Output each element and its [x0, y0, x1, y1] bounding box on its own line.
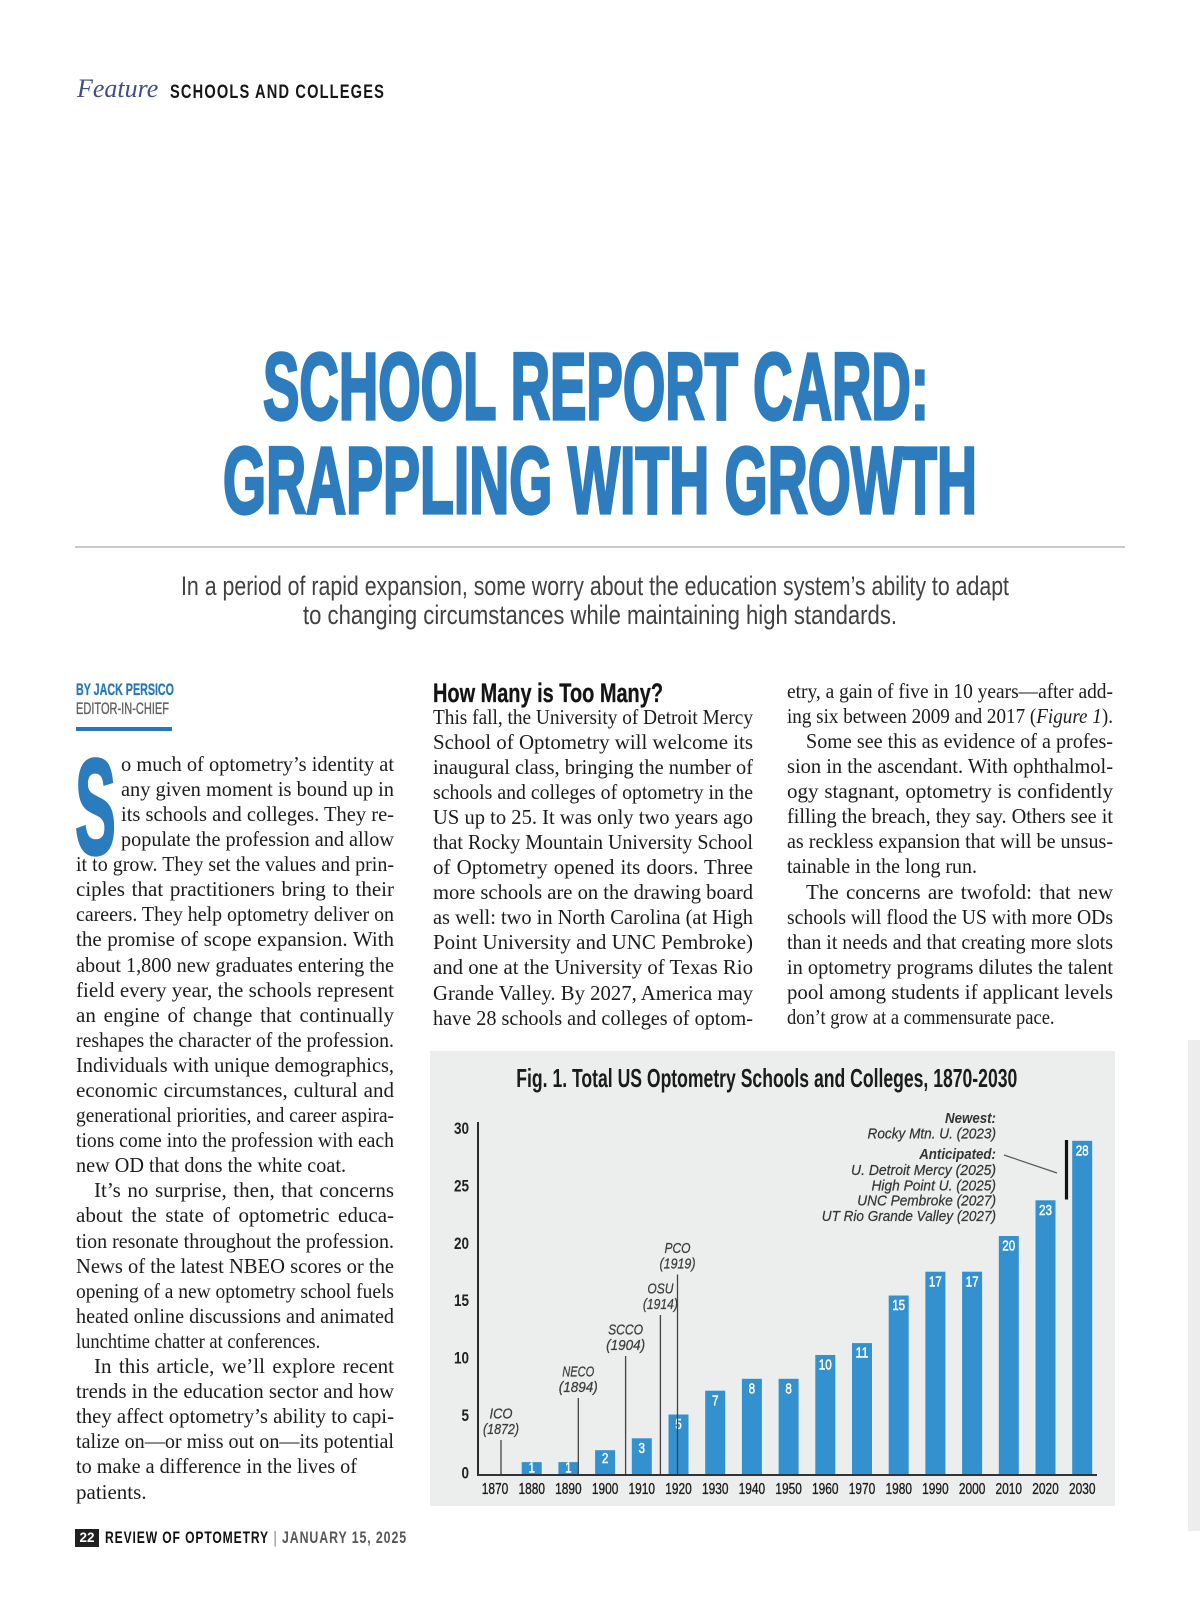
svg-text:28: 28: [1076, 1143, 1089, 1159]
svg-text:15: 15: [454, 1292, 469, 1310]
svg-text:UT Rio Grande Valley (2027): UT Rio Grande Valley (2027): [822, 1208, 996, 1225]
svg-text:1940: 1940: [739, 1481, 766, 1498]
svg-text:1970: 1970: [849, 1481, 876, 1498]
svg-text:1900: 1900: [592, 1481, 619, 1498]
svg-text:8: 8: [749, 1381, 756, 1397]
svg-text:1910: 1910: [629, 1481, 656, 1498]
svg-text:0: 0: [462, 1464, 470, 1482]
svg-text:3: 3: [639, 1441, 646, 1457]
svg-text:2000: 2000: [959, 1481, 986, 1498]
svg-text:20: 20: [454, 1235, 469, 1253]
svg-text:1990: 1990: [922, 1481, 949, 1498]
svg-text:17: 17: [966, 1274, 979, 1290]
svg-text:1890: 1890: [555, 1481, 582, 1498]
svg-text:7: 7: [712, 1393, 719, 1409]
svg-text:23: 23: [1039, 1203, 1052, 1219]
svg-text:1870: 1870: [482, 1481, 509, 1498]
svg-text:(1914): (1914): [643, 1296, 678, 1313]
svg-text:ICO: ICO: [490, 1406, 513, 1423]
svg-text:20: 20: [1002, 1239, 1015, 1255]
svg-text:5: 5: [675, 1417, 682, 1433]
svg-text:2020: 2020: [1032, 1481, 1059, 1498]
svg-text:15: 15: [892, 1298, 905, 1314]
svg-text:1930: 1930: [702, 1481, 729, 1498]
svg-text:2030: 2030: [1069, 1481, 1096, 1498]
svg-text:2: 2: [602, 1451, 609, 1467]
svg-text:(1872): (1872): [483, 1421, 519, 1438]
svg-text:17: 17: [929, 1274, 942, 1290]
svg-text:10: 10: [454, 1350, 469, 1368]
svg-text:5: 5: [462, 1407, 470, 1425]
svg-text:Anticipated:: Anticipated:: [918, 1146, 996, 1163]
svg-text:1: 1: [565, 1461, 572, 1477]
svg-text:10: 10: [819, 1358, 832, 1374]
svg-text:30: 30: [454, 1120, 469, 1138]
svg-text:UNC Pembroke (2027): UNC Pembroke (2027): [857, 1193, 996, 1210]
svg-text:U. Detroit Mercy (2025): U. Detroit Mercy (2025): [851, 1162, 996, 1179]
svg-text:(1894): (1894): [559, 1379, 598, 1396]
svg-text:High Point U. (2025): High Point U. (2025): [872, 1178, 997, 1195]
svg-text:NECO: NECO: [562, 1364, 594, 1381]
svg-text:Rocky Mtn. U. (2023): Rocky Mtn. U. (2023): [868, 1126, 997, 1143]
svg-text:1960: 1960: [812, 1481, 839, 1498]
svg-text:1: 1: [528, 1461, 535, 1477]
svg-text:1920: 1920: [665, 1481, 692, 1498]
svg-text:Newest:: Newest:: [945, 1110, 996, 1127]
svg-text:8: 8: [785, 1381, 792, 1397]
svg-text:2010: 2010: [996, 1481, 1023, 1498]
svg-text:(1919): (1919): [660, 1256, 696, 1273]
svg-text:Fig. 1. Total US Optometry Sch: Fig. 1. Total US Optometry Schools and C…: [516, 1063, 1017, 1093]
svg-text:1950: 1950: [775, 1481, 802, 1498]
svg-text:SCCO: SCCO: [608, 1322, 643, 1339]
svg-text:1980: 1980: [885, 1481, 912, 1498]
svg-text:1880: 1880: [518, 1481, 545, 1498]
svg-text:(1904): (1904): [606, 1337, 645, 1354]
svg-text:25: 25: [454, 1178, 469, 1196]
svg-text:OSU: OSU: [647, 1281, 673, 1298]
svg-text:PCO: PCO: [665, 1240, 691, 1257]
svg-text:11: 11: [856, 1346, 869, 1362]
